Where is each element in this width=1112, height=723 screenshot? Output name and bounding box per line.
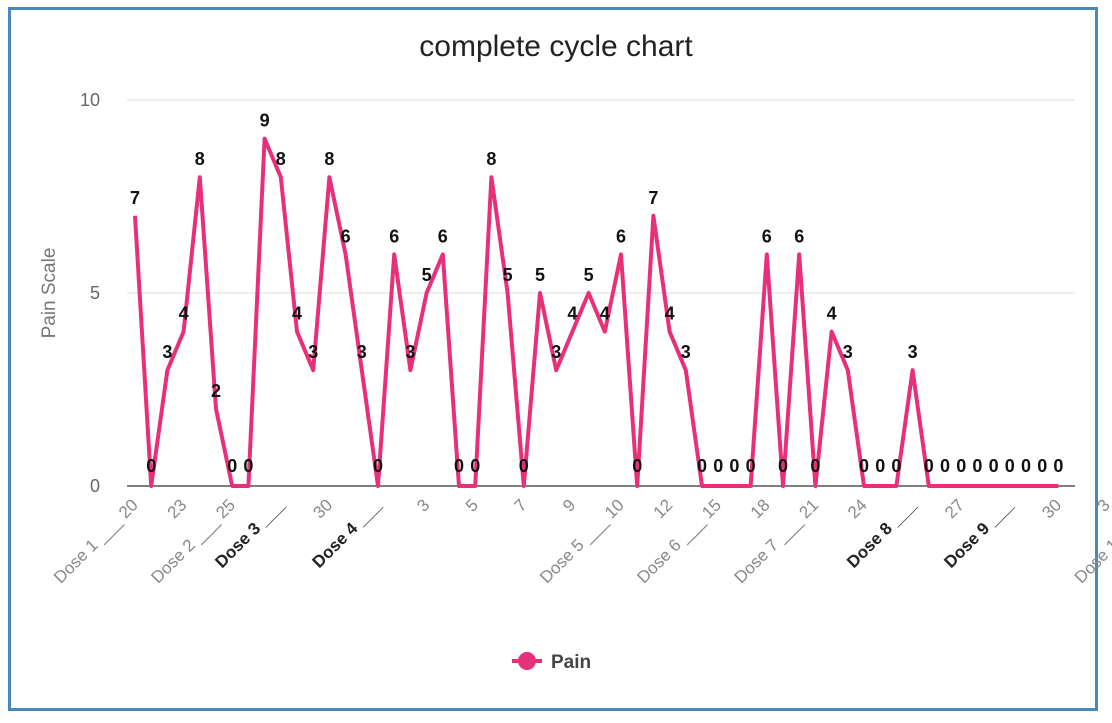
data-label: 0 — [713, 456, 723, 476]
data-label: 6 — [762, 226, 772, 246]
data-label: 6 — [389, 226, 399, 246]
data-label: 2 — [211, 381, 221, 401]
data-label: 5 — [503, 265, 513, 285]
data-label: 0 — [227, 456, 237, 476]
data-label: 4 — [179, 304, 189, 324]
x-tick-label: Dose 2 ___ 25 — [147, 495, 239, 587]
data-label: 0 — [859, 456, 869, 476]
y-axis-label: Pain Scale — [39, 248, 60, 339]
data-label: 6 — [341, 226, 351, 246]
y-tick-label: 5 — [90, 283, 100, 303]
x-tick-label: 18 — [747, 495, 774, 522]
data-label: 6 — [794, 226, 804, 246]
data-label: 0 — [940, 456, 950, 476]
x-tick-label: 5 — [462, 495, 482, 515]
data-label: 0 — [519, 456, 529, 476]
data-label: 3 — [405, 342, 415, 362]
data-label: 0 — [989, 456, 999, 476]
x-tick-label: 9 — [559, 495, 579, 515]
series-pain — [133, 136, 1059, 488]
data-label: 3 — [843, 342, 853, 362]
x-tick-label: Dose 7 ___ 21 — [731, 495, 823, 587]
x-tick-label: 7 — [510, 495, 530, 515]
data-label: 0 — [729, 456, 739, 476]
x-tick-label: Dose 5 ___ 10 — [536, 495, 628, 587]
x-tick-label: 30 — [1038, 495, 1065, 522]
data-label: 5 — [422, 265, 432, 285]
gridlines — [127, 99, 1075, 487]
data-label: 5 — [584, 265, 594, 285]
data-label: 0 — [956, 456, 966, 476]
data-label: 7 — [648, 188, 658, 208]
data-label: 3 — [908, 342, 918, 362]
data-label: 3 — [551, 342, 561, 362]
series-line-pain — [133, 136, 1059, 488]
data-label: 0 — [373, 456, 383, 476]
y-tick-label: 10 — [80, 90, 100, 110]
data-label: 4 — [600, 304, 610, 324]
data-label: 3 — [357, 342, 367, 362]
data-label: 0 — [778, 456, 788, 476]
data-label: 6 — [616, 226, 626, 246]
data-label: 0 — [972, 456, 982, 476]
data-label: 5 — [535, 265, 545, 285]
data-label: 0 — [1005, 456, 1015, 476]
legend-marker-icon — [518, 652, 536, 670]
y-axis-ticks: 0 5 10 — [80, 90, 100, 496]
data-label: 0 — [1053, 456, 1063, 476]
data-label: 0 — [454, 456, 464, 476]
data-label: 0 — [875, 456, 885, 476]
data-label: 8 — [276, 149, 286, 169]
x-tick-label: Dose 6 ___ 15 — [633, 495, 725, 587]
data-label: 0 — [1037, 456, 1047, 476]
x-tick-label: 27 — [941, 495, 968, 522]
x-tick-label: 3 — [1094, 495, 1112, 515]
x-tick-label: 30 — [309, 495, 336, 522]
x-tick-label: Dose 1 ___ 20 — [50, 495, 142, 587]
data-label: 0 — [891, 456, 901, 476]
data-label: 3 — [681, 342, 691, 362]
data-label: 0 — [470, 456, 480, 476]
legend-label-pain: Pain — [551, 652, 591, 673]
data-label: 3 — [308, 342, 318, 362]
data-label: 8 — [195, 149, 205, 169]
data-label: 0 — [810, 456, 820, 476]
chart-title: complete cycle chart — [419, 30, 693, 63]
y-tick-label: 0 — [90, 476, 100, 496]
data-label: 7 — [130, 188, 140, 208]
x-tick-label: 3 — [413, 495, 433, 515]
data-label: 4 — [567, 304, 577, 324]
data-label: 0 — [146, 456, 156, 476]
data-label: 8 — [486, 149, 496, 169]
data-label: 0 — [1021, 456, 1031, 476]
data-label: 3 — [162, 342, 172, 362]
legend[interactable]: Pain — [512, 652, 591, 673]
data-label: 0 — [746, 456, 756, 476]
data-label: 4 — [827, 304, 837, 324]
data-label: 9 — [260, 111, 270, 131]
data-label: 0 — [632, 456, 642, 476]
data-label: 0 — [697, 456, 707, 476]
data-label: 0 — [243, 456, 253, 476]
data-label: 4 — [292, 304, 302, 324]
x-tick-label: 24 — [844, 495, 871, 522]
data-label: 8 — [324, 149, 334, 169]
x-tick-label: 12 — [650, 495, 677, 522]
x-tick-label: 23 — [164, 495, 191, 522]
data-label: 0 — [924, 456, 934, 476]
data-label: 4 — [665, 304, 675, 324]
data-label: 6 — [438, 226, 448, 246]
